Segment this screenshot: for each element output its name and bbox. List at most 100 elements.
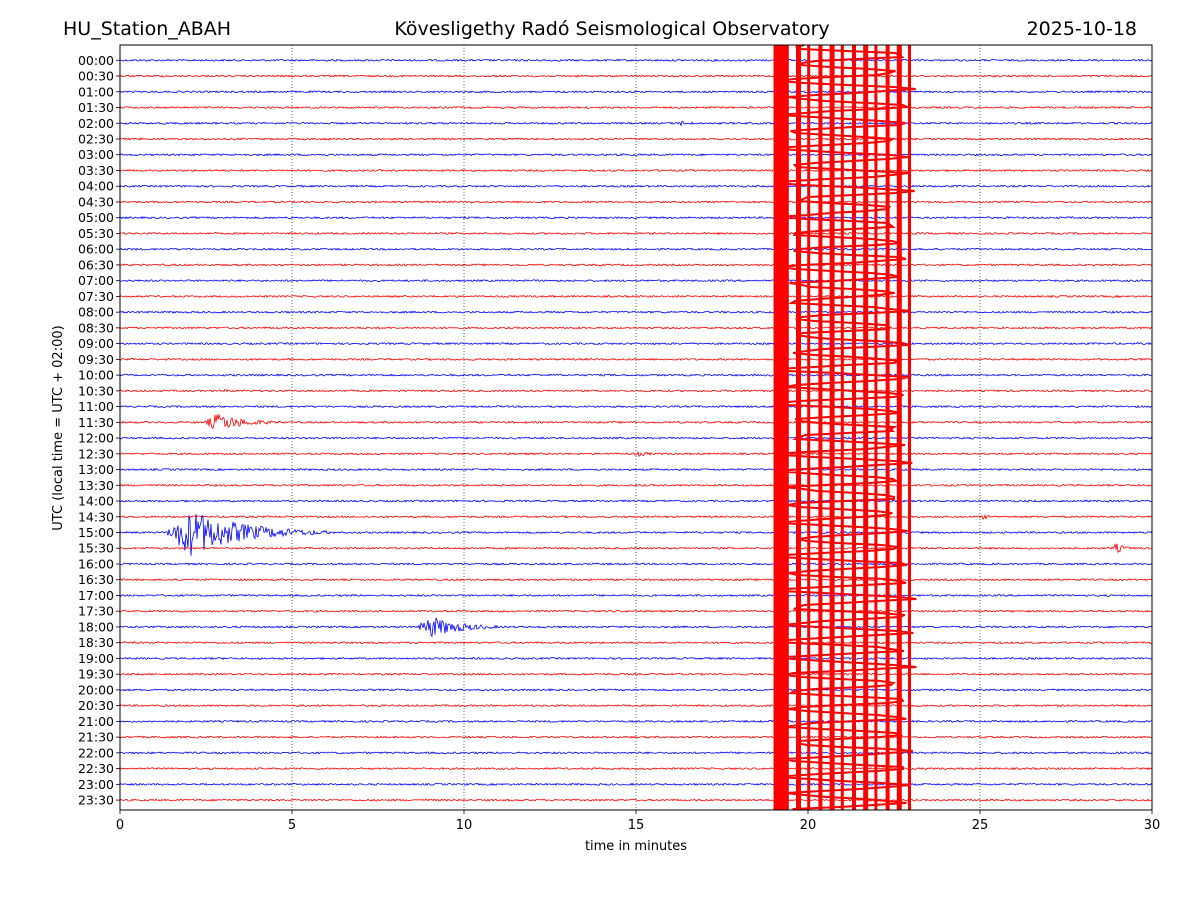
y-tick-label: 20:00 xyxy=(78,682,114,697)
trace-1030 xyxy=(119,388,1153,393)
trace-0730 xyxy=(119,294,1153,299)
y-tick-label: 12:30 xyxy=(78,446,114,461)
y-tick-label: 10:00 xyxy=(78,368,114,383)
trace-2330 xyxy=(119,798,1153,802)
y-tick-label: 18:00 xyxy=(78,619,114,634)
trace-1730 xyxy=(119,609,1153,613)
burst-band xyxy=(908,45,911,810)
date-label: 2025-10-18 xyxy=(1027,18,1137,40)
y-tick-label: 02:00 xyxy=(78,116,114,131)
trace-2100 xyxy=(119,719,1153,723)
y-tick-label: 20:30 xyxy=(78,698,114,713)
y-tick-label: 17:00 xyxy=(78,588,114,603)
trace-1830 xyxy=(119,641,1153,645)
saturated-burst xyxy=(773,44,917,810)
y-tick-label: 01:00 xyxy=(78,84,114,99)
y-tick-label: 13:30 xyxy=(78,478,114,493)
x-axis-label: time in minutes xyxy=(585,839,687,854)
trace-2130 xyxy=(119,735,1153,739)
trace-1100 xyxy=(119,404,1153,409)
y-tick-label: 14:00 xyxy=(78,494,114,509)
trace-1500 xyxy=(119,514,1153,556)
trace-0930 xyxy=(119,357,1153,361)
y-tick-label: 18:30 xyxy=(78,635,114,650)
plot-area xyxy=(119,44,1153,811)
trace-0500 xyxy=(119,216,1153,220)
y-tick-label: 19:30 xyxy=(78,667,114,682)
trace-0200 xyxy=(119,120,1153,127)
trace-0700 xyxy=(119,279,1153,283)
trace-2230 xyxy=(119,767,1153,771)
x-tick-label: 10 xyxy=(456,818,473,833)
burst-onset xyxy=(773,45,788,810)
plot-background xyxy=(120,45,1152,810)
y-tick-label: 22:30 xyxy=(78,761,114,776)
trace-1000 xyxy=(119,373,1153,377)
y-tick-label: 07:00 xyxy=(78,273,114,288)
trace-1530 xyxy=(119,543,1153,554)
trace-1200 xyxy=(119,436,1153,440)
trace-1230 xyxy=(119,450,1153,457)
trace-0830 xyxy=(119,326,1153,330)
y-tick-label: 22:00 xyxy=(78,745,114,760)
x-tick-label: 25 xyxy=(972,818,989,833)
y-tick-label: 13:00 xyxy=(78,462,114,477)
y-tick-label: 04:30 xyxy=(78,194,114,209)
y-tick-label: 14:30 xyxy=(78,509,114,524)
trace-1130 xyxy=(119,413,1153,430)
burst-band xyxy=(829,45,835,810)
y-tick-label: 03:00 xyxy=(78,147,114,162)
y-tick-label: 10:30 xyxy=(78,383,114,398)
y-tick-label: 21:00 xyxy=(78,714,114,729)
y-tick-label: 23:30 xyxy=(78,793,114,808)
trace-0000 xyxy=(119,58,1153,62)
trace-1430 xyxy=(119,513,1153,520)
y-tick-label: 00:00 xyxy=(78,53,114,68)
y-tick-label: 06:30 xyxy=(78,257,114,272)
y-tick-label: 06:00 xyxy=(78,242,114,257)
burst-band xyxy=(807,45,811,810)
y-tick-label: 05:00 xyxy=(78,210,114,225)
y-tick-label: 11:00 xyxy=(78,399,114,414)
y-tick-label: 15:00 xyxy=(78,525,114,540)
trace-0630 xyxy=(119,263,1153,267)
burst-band xyxy=(796,45,801,810)
seismic-traces xyxy=(119,58,1153,802)
trace-0800 xyxy=(119,310,1153,314)
trace-0230 xyxy=(119,137,1153,141)
y-tick-label: 03:30 xyxy=(78,163,114,178)
trace-2030 xyxy=(119,703,1153,708)
y-tick-label: 09:30 xyxy=(78,352,114,367)
y-tick-label: 17:30 xyxy=(78,604,114,619)
trace-1400 xyxy=(119,499,1153,503)
y-tick-label: 21:30 xyxy=(78,730,114,745)
y-tick-label: 16:00 xyxy=(78,556,114,571)
burst-band xyxy=(874,45,878,810)
y-tick-label: 07:30 xyxy=(78,289,114,304)
y-tick-label: 19:00 xyxy=(78,651,114,666)
y-tick-label: 01:30 xyxy=(78,100,114,115)
trace-0530 xyxy=(119,231,1153,236)
x-tick-label: 5 xyxy=(288,818,296,833)
trace-0300 xyxy=(119,153,1153,157)
burst-band xyxy=(852,45,856,810)
trace-0430 xyxy=(119,200,1153,204)
y-tick-label: 12:00 xyxy=(78,431,114,446)
y-tick-label: 09:00 xyxy=(78,336,114,351)
burst-oscillation xyxy=(773,44,917,810)
trace-0130 xyxy=(119,105,1153,110)
trace-1300 xyxy=(119,467,1153,472)
y-axis-label: UTC (local time = UTC + 02:00) xyxy=(51,325,66,530)
chart-title: Kövesligethy Radó Seismological Observat… xyxy=(394,18,829,40)
trace-0600 xyxy=(119,247,1153,251)
trace-0030 xyxy=(119,74,1153,78)
trace-1930 xyxy=(119,672,1153,676)
burst-band xyxy=(896,45,902,810)
trace-0900 xyxy=(119,342,1153,346)
y-tick-label: 16:30 xyxy=(78,572,114,587)
trace-0400 xyxy=(119,184,1153,188)
trace-1330 xyxy=(119,483,1153,487)
y-tick-label: 11:30 xyxy=(78,415,114,430)
trace-1600 xyxy=(119,562,1153,566)
